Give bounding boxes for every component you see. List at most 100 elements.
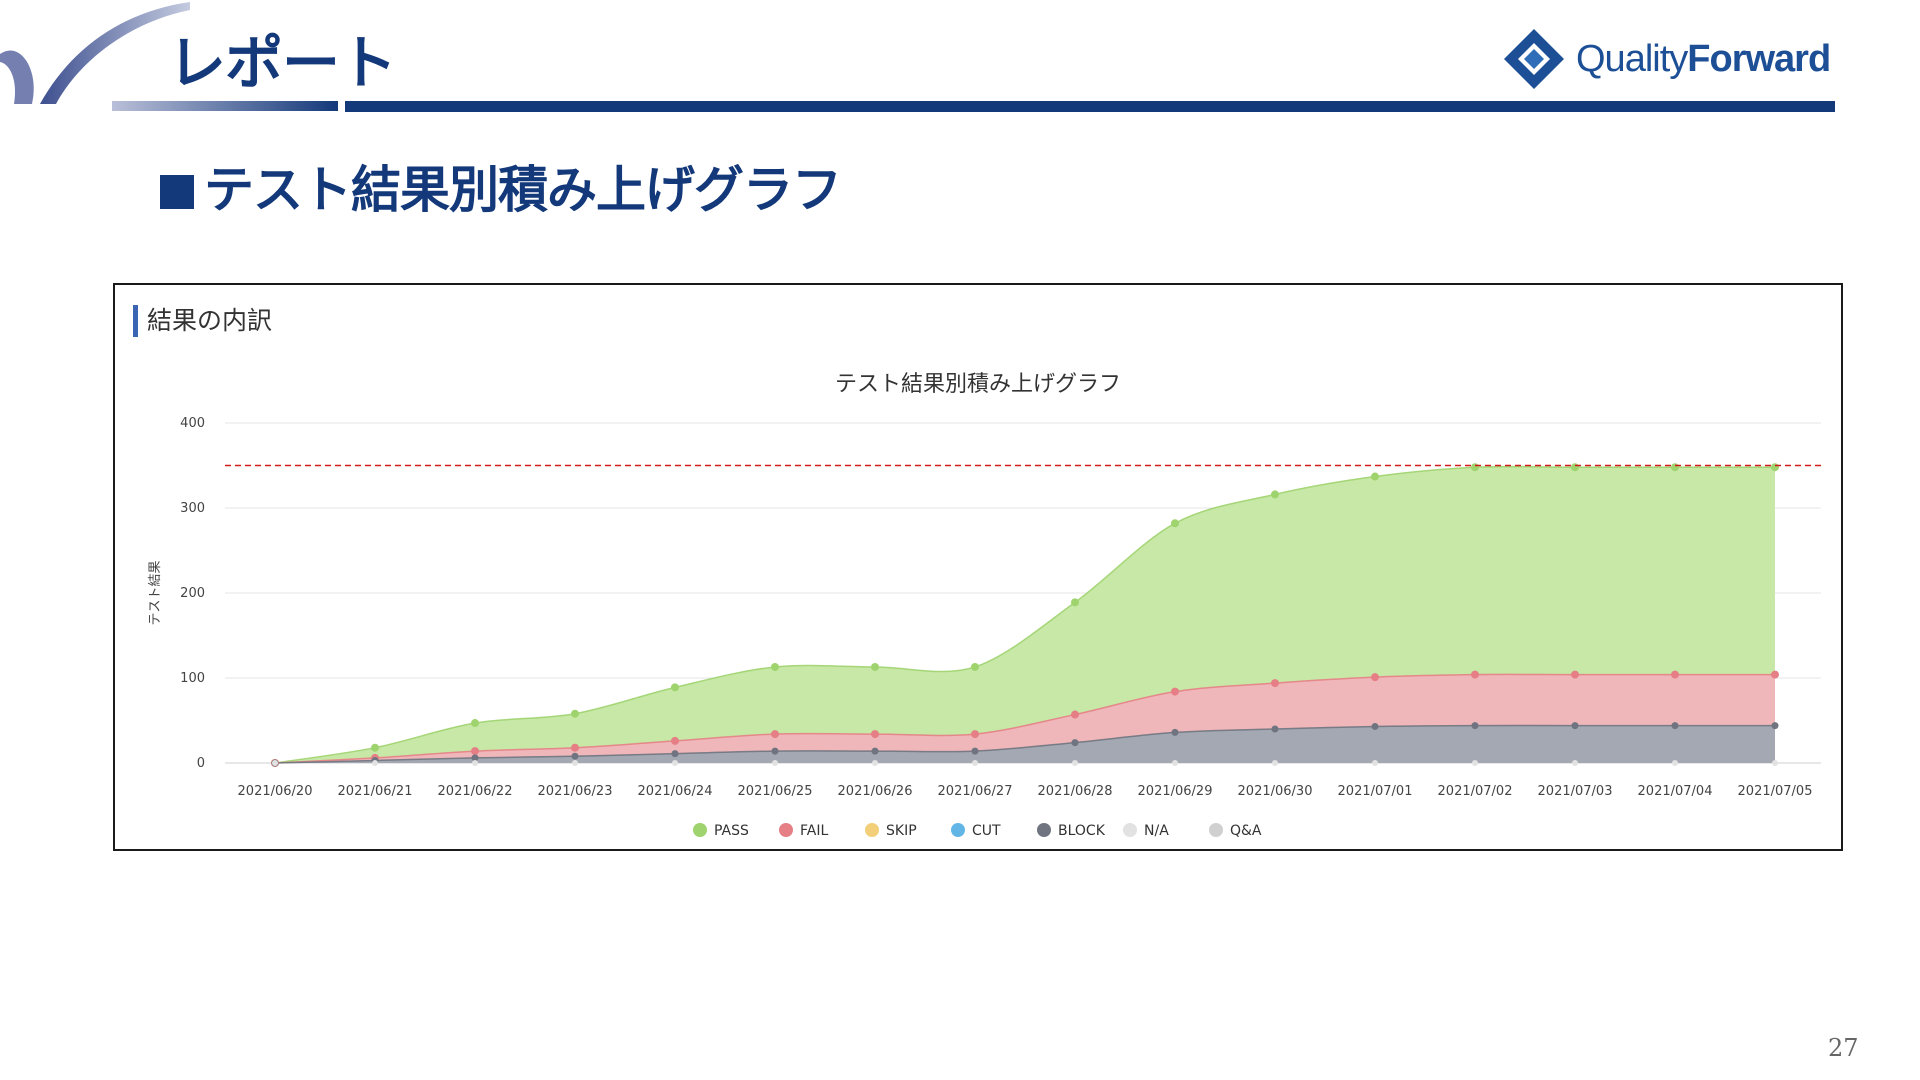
logo-text: QualityForward (1576, 37, 1831, 81)
area-fail (275, 674, 1775, 763)
point-block (1471, 722, 1479, 730)
y-tick-label: 300 (180, 501, 205, 516)
point-zero (972, 760, 978, 766)
chart-panel: 結果の内訳 テスト結果別積み上げグラフテスト結果 0 100 200 300 400 202… (113, 283, 1843, 851)
x-tick-label: 2021/06/21 (338, 784, 413, 799)
point-pass (671, 683, 679, 692)
x-tick-label: 2021/06/25 (738, 784, 813, 799)
legend-label: N/A (1144, 823, 1169, 839)
point-block (471, 754, 479, 762)
point-zero (1072, 760, 1078, 766)
point-pass (1471, 463, 1479, 472)
point-pass (771, 662, 779, 671)
point-pass (571, 709, 579, 718)
point-fail (571, 743, 579, 752)
point-block (1071, 739, 1079, 747)
point-block (571, 752, 579, 760)
point-zero (272, 760, 278, 766)
point-fail (471, 747, 479, 756)
x-tick-label: 2021/07/05 (1738, 784, 1813, 799)
logo-text-light: Quality (1576, 37, 1688, 80)
point-block (771, 747, 779, 755)
legend-label: Q&A (1230, 823, 1262, 839)
y-tick-label: 400 (180, 416, 205, 431)
point-fail (771, 730, 779, 739)
section-heading-text: テスト結果別積み上げグラフ (204, 161, 842, 219)
point-block (871, 747, 879, 755)
y-tick-label: 0 (197, 756, 205, 771)
area-block (275, 725, 1775, 763)
point-zero (372, 760, 378, 766)
legend-label: BLOCK (1058, 823, 1106, 839)
y-axis-label: テスト結果 (148, 560, 163, 625)
legend-marker-block (1037, 823, 1051, 837)
legend-marker-qa (1209, 823, 1223, 837)
point-fail (871, 730, 879, 739)
point-pass (1771, 463, 1779, 472)
point-zero (772, 760, 778, 766)
point-zero (1572, 760, 1578, 766)
point-pass (1671, 463, 1679, 472)
point-block (1171, 728, 1179, 736)
title-underline-bar (345, 101, 1835, 112)
point-fail (1371, 673, 1379, 682)
x-tick-label: 2021/07/04 (1638, 784, 1713, 799)
point-fail (971, 730, 979, 739)
point-zero (1172, 760, 1178, 766)
point-zero (572, 760, 578, 766)
legend-label: PASS (714, 823, 749, 839)
point-zero (1272, 760, 1278, 766)
square-bullet-icon (160, 175, 194, 209)
x-tick-label: 2021/06/24 (638, 784, 713, 799)
x-tick-label: 2021/06/22 (438, 784, 513, 799)
point-fail (1071, 710, 1079, 719)
point-pass (1571, 463, 1579, 472)
point-pass (371, 743, 379, 752)
slide-title: レポート (168, 29, 397, 97)
quality-forward-logo: QualityForward (1502, 26, 1838, 92)
x-tick-label: 2021/07/02 (1438, 784, 1513, 799)
x-tick-label: 2021/07/01 (1338, 784, 1413, 799)
x-tick-label: 2021/06/27 (938, 784, 1013, 799)
logo-text-bold: Forward (1687, 37, 1831, 80)
point-pass (471, 719, 479, 728)
panel-label: 結果の内訳 (133, 305, 272, 337)
chart-title: テスト結果別積み上げグラフ (835, 372, 1121, 397)
point-pass (1071, 598, 1079, 607)
legend-marker-pass (693, 823, 707, 837)
point-pass (971, 662, 979, 671)
legend-marker-skip (865, 823, 879, 837)
point-zero (1372, 760, 1378, 766)
x-tick-label: 2021/07/03 (1538, 784, 1613, 799)
x-tick-label: 2021/06/23 (538, 784, 613, 799)
area-pass (275, 466, 1775, 763)
point-pass (1171, 519, 1179, 528)
point-fail (1171, 687, 1179, 696)
y-tick-label: 200 (180, 586, 205, 601)
point-fail (1471, 670, 1479, 679)
title-underline-gradient (112, 101, 338, 111)
legend-label: SKIP (886, 823, 917, 839)
point-block (971, 747, 979, 755)
line-block (274, 724, 1775, 764)
point-pass (1271, 490, 1279, 499)
legend-marker-na (1123, 823, 1137, 837)
point-fail (1671, 670, 1679, 679)
point-block (1371, 722, 1379, 730)
line-pass (274, 465, 1775, 764)
point-fail (1771, 670, 1779, 679)
y-tick-label: 100 (180, 671, 205, 686)
page-number: 27 (1828, 1034, 1859, 1062)
x-tick-label: 2021/06/30 (1238, 784, 1313, 799)
point-block (1571, 722, 1579, 730)
legend-marker-fail (779, 823, 793, 837)
legend-label: CUT (972, 823, 1001, 839)
x-tick-label: 2021/06/29 (1138, 784, 1213, 799)
x-tick-label: 2021/06/20 (238, 784, 313, 799)
point-block (1271, 725, 1279, 733)
point-zero (1672, 760, 1678, 766)
point-block (1771, 722, 1779, 730)
point-pass (871, 662, 879, 671)
point-pass (1371, 472, 1379, 481)
